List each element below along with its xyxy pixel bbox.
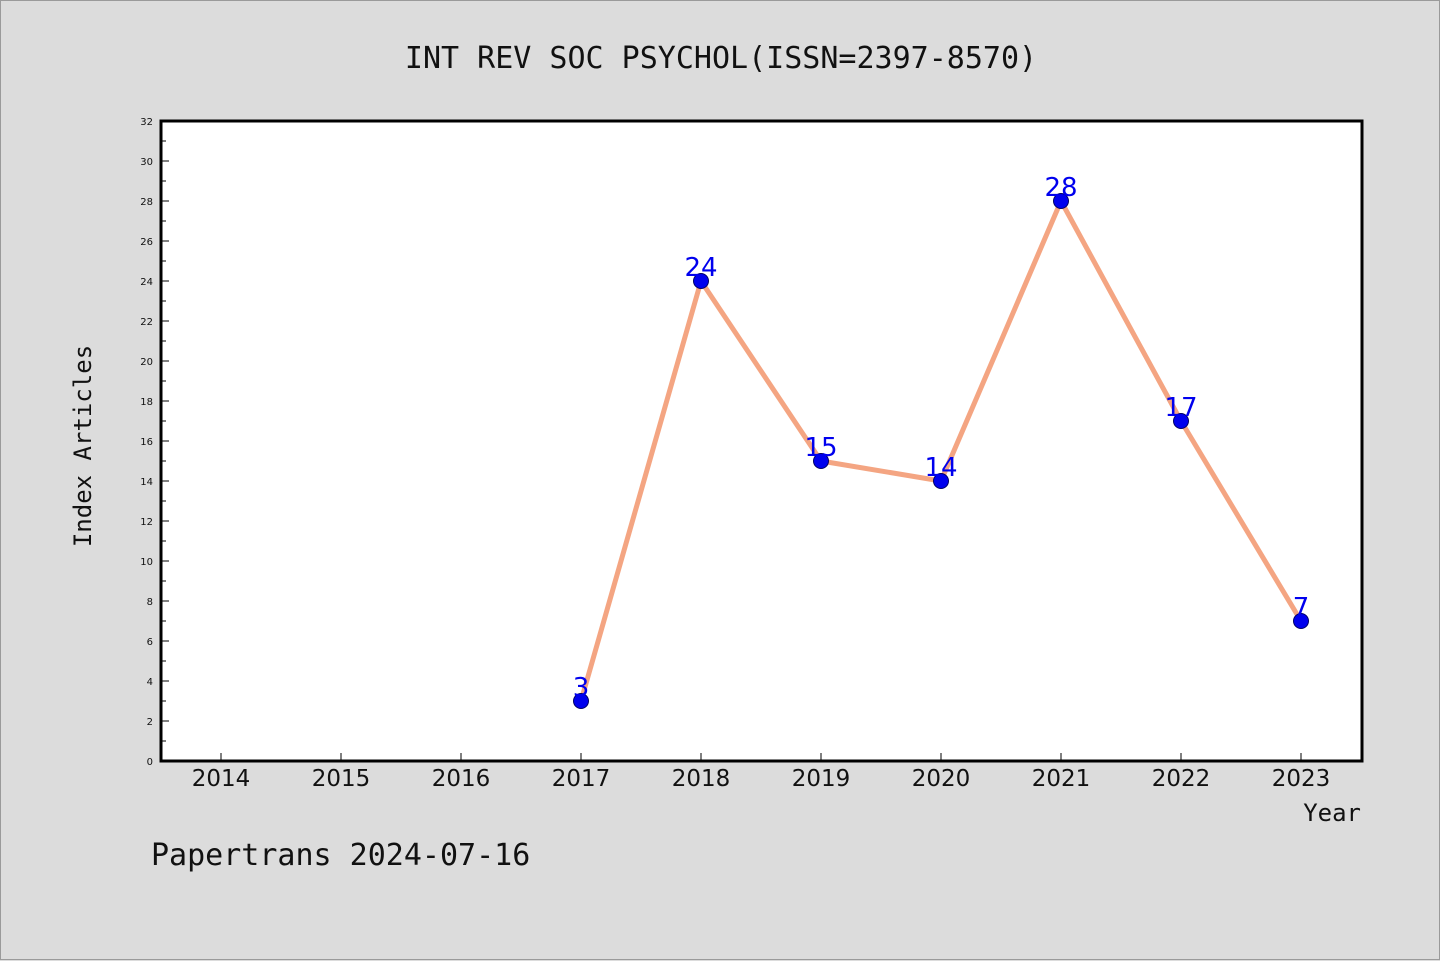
y-tick-label: 18 bbox=[140, 397, 153, 408]
y-tick-label: 22 bbox=[140, 317, 153, 328]
plot-border bbox=[159, 119, 1364, 763]
x-tick-label: 2020 bbox=[912, 766, 971, 792]
data-point bbox=[1173, 413, 1189, 429]
plot-area bbox=[161, 121, 1362, 761]
y-tick-label: 26 bbox=[140, 237, 153, 248]
data-label: 28 bbox=[1044, 173, 1077, 203]
y-tick-label: 14 bbox=[140, 477, 153, 488]
data-label: 7 bbox=[1293, 593, 1310, 623]
y-tick-label: 16 bbox=[140, 437, 153, 448]
x-tick-label: 2019 bbox=[792, 766, 851, 792]
x-axis-label: Year bbox=[1303, 799, 1361, 827]
x-tick-label: 2017 bbox=[552, 766, 611, 792]
y-tick-label: 10 bbox=[140, 557, 153, 568]
data-point bbox=[573, 693, 589, 709]
y-tick-label: 32 bbox=[140, 117, 153, 128]
chart-title: INT REV SOC PSYCHOL(ISSN=2397-8570) bbox=[405, 41, 1037, 76]
x-tick-label: 2021 bbox=[1032, 766, 1091, 792]
y-tick-label: 0 bbox=[147, 757, 153, 768]
series-layer: 3 24 15 14 28 17 7 bbox=[573, 173, 1310, 709]
y-tick-label: 24 bbox=[140, 277, 153, 288]
y-tick-label: 30 bbox=[140, 157, 153, 168]
data-point bbox=[693, 273, 709, 289]
data-label: 17 bbox=[1164, 393, 1197, 423]
y-tick-label: 28 bbox=[140, 197, 153, 208]
x-tick-label: 2016 bbox=[432, 766, 491, 792]
x-tick-label: 2014 bbox=[192, 766, 251, 792]
x-tick-label: 2023 bbox=[1272, 766, 1331, 792]
y-tick-label: 4 bbox=[147, 677, 153, 688]
y-tick-label: 6 bbox=[147, 637, 153, 648]
x-tick-label: 2018 bbox=[672, 766, 731, 792]
data-label: 24 bbox=[684, 253, 717, 283]
y-tick-label: 20 bbox=[140, 357, 153, 368]
data-point bbox=[813, 453, 829, 469]
data-label: 3 bbox=[573, 673, 590, 703]
x-tick-label: 2022 bbox=[1152, 766, 1211, 792]
y-tick-label: 12 bbox=[140, 517, 153, 528]
x-axis-ticks: 2014 2015 2016 2017 2018 2019 2020 2021 2022 2023 bbox=[192, 753, 1331, 792]
data-label: 14 bbox=[924, 453, 957, 483]
data-point bbox=[1293, 613, 1309, 629]
data-point bbox=[933, 473, 949, 489]
x-tick-label: 2015 bbox=[312, 766, 371, 792]
y-tick-label: 2 bbox=[147, 717, 153, 728]
footer-stamp: Papertrans 2024-07-16 bbox=[151, 838, 530, 873]
y-axis-label: Index Articles bbox=[69, 345, 97, 547]
data-point bbox=[1053, 193, 1069, 209]
y-tick-label: 8 bbox=[147, 597, 153, 608]
data-label: 15 bbox=[804, 433, 837, 463]
